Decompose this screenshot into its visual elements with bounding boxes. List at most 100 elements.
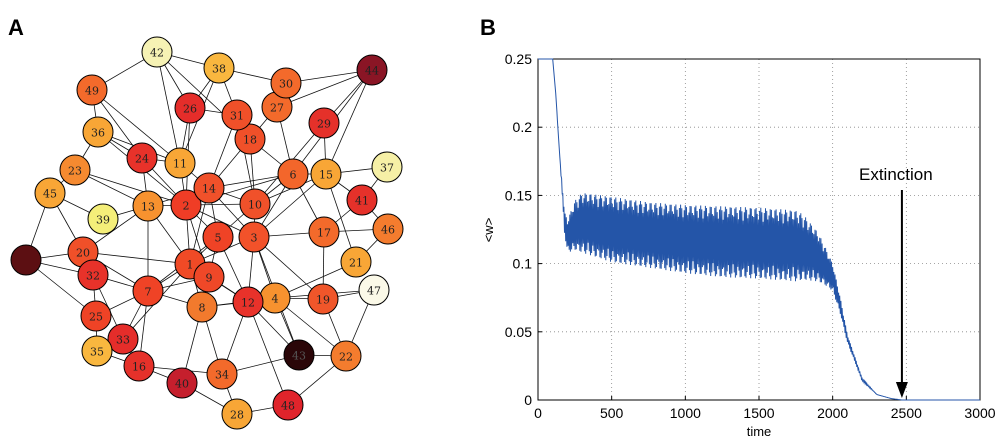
y-axis-label: <w> — [481, 218, 496, 243]
node-label: 13 — [141, 201, 155, 214]
node-label: 8 — [199, 302, 206, 315]
node-label: 5 — [215, 232, 222, 245]
node-label: 16 — [132, 361, 146, 374]
node-label: 17 — [317, 227, 331, 240]
node-circle — [221, 99, 253, 131]
node-circle — [310, 158, 342, 190]
node-label: 43 — [292, 350, 306, 363]
node-label: 24 — [135, 153, 149, 166]
network-node-6: 6 — [277, 158, 309, 190]
node-label: 38 — [212, 63, 226, 76]
network-node-30: 30 — [270, 67, 302, 99]
extinction-arrowhead — [895, 382, 908, 398]
node-circle — [107, 323, 139, 355]
network-node-7: 7 — [132, 275, 164, 307]
node-label: 6 — [290, 169, 297, 182]
x-tick-label: 2500 — [891, 405, 922, 421]
network-node-10: 10 — [239, 188, 271, 220]
network-node-49: 49 — [76, 74, 108, 106]
node-circle — [206, 358, 238, 390]
node-label: 20 — [76, 247, 90, 260]
network-node-36: 36 — [82, 116, 114, 148]
node-circle — [76, 74, 108, 106]
network-node-24: 24 — [126, 142, 158, 174]
node-circle — [132, 275, 164, 307]
network-edge — [74, 169, 187, 206]
x-tick-label: 500 — [600, 405, 624, 421]
node-label: 39 — [96, 214, 110, 227]
network-node-46: 46 — [372, 213, 404, 245]
series-line — [538, 58, 980, 401]
node-label: 18 — [243, 134, 257, 147]
node-circle — [59, 154, 91, 186]
node-label: 46 — [381, 224, 395, 237]
node-label: 26 — [183, 103, 197, 116]
node-circle — [141, 36, 173, 68]
network-edge — [91, 89, 181, 164]
x-tick-label: 1000 — [670, 405, 701, 421]
network-node-16: 16 — [123, 350, 155, 382]
node-circle — [272, 389, 304, 421]
network-node-43: 43 — [283, 339, 315, 371]
y-tick-label: 0 — [524, 392, 532, 408]
node-circle — [126, 142, 158, 174]
network-node-unlabeled — [10, 244, 42, 276]
node-label: 23 — [68, 165, 82, 178]
node-circle — [193, 172, 225, 204]
network-node-38: 38 — [203, 52, 235, 84]
node-circle — [87, 203, 119, 235]
node-circle — [193, 261, 225, 293]
node-circle — [166, 367, 198, 399]
node-label: 4 — [272, 293, 279, 306]
node-label: 34 — [215, 369, 229, 382]
node-circle — [186, 291, 218, 323]
node-label: 37 — [380, 162, 394, 175]
y-tick-label: 0.15 — [505, 187, 532, 203]
network-graph: 1234567891011121314151617181920212223242… — [10, 36, 404, 430]
node-label: 3 — [251, 232, 258, 245]
axis-ticks: 0 500 1000 1500 2000 2500 3000 0 0.05 0.1 0.15 0.2 0… — [505, 51, 996, 421]
network-node-29: 29 — [308, 107, 340, 139]
node-label: 28 — [230, 409, 244, 422]
node-circle — [221, 398, 253, 430]
network-node-26: 26 — [174, 92, 206, 124]
x-tick-label: 3000 — [964, 405, 995, 421]
network-edge — [325, 69, 373, 175]
node-label: 32 — [86, 270, 100, 283]
node-circle — [340, 246, 372, 278]
node-circle — [81, 335, 113, 367]
y-tick-label: 0.1 — [513, 256, 533, 272]
node-circle — [238, 221, 270, 253]
node-label: 47 — [367, 285, 381, 298]
network-node-2: 2 — [170, 189, 202, 221]
x-axis-label: time — [747, 424, 772, 439]
node-circle — [308, 107, 340, 139]
node-circle — [82, 116, 114, 148]
node-circle — [203, 52, 235, 84]
node-label: 22 — [339, 351, 353, 364]
node-circle — [283, 339, 315, 371]
node-circle — [202, 221, 234, 253]
node-label: 25 — [89, 311, 103, 324]
network-node-41: 41 — [346, 184, 378, 216]
network-node-31: 31 — [221, 99, 253, 131]
node-label: 27 — [270, 102, 284, 115]
network-nodes: 1234567891011121314151617181920212223242… — [10, 36, 404, 430]
network-node-14: 14 — [193, 172, 225, 204]
node-label: 9 — [206, 272, 213, 285]
node-label: 29 — [317, 118, 331, 131]
extinction-annotation: Extinction — [859, 165, 933, 184]
node-label: 35 — [90, 346, 104, 359]
network-node-4: 4 — [259, 282, 291, 314]
network-edge — [253, 173, 327, 238]
network-node-37: 37 — [371, 151, 403, 183]
y-tick-label: 0.25 — [505, 51, 532, 67]
panel-b-letter: B — [480, 15, 496, 40]
network-node-22: 22 — [330, 340, 362, 372]
node-circle — [346, 184, 378, 216]
node-circle — [358, 274, 390, 306]
network-node-11: 11 — [164, 147, 196, 179]
node-circle — [80, 300, 112, 332]
node-label: 12 — [241, 297, 255, 310]
network-node-17: 17 — [308, 216, 340, 248]
